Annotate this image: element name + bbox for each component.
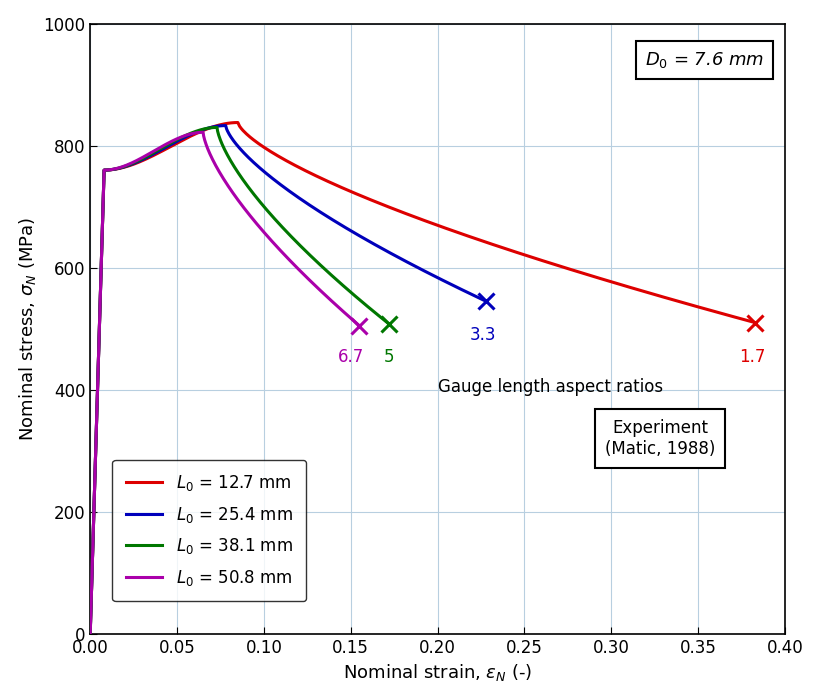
Text: 6.7: 6.7 <box>337 349 364 366</box>
Legend: $L_0$ = 12.7 mm, $L_0$ = 25.4 mm, $L_0$ = 38.1 mm, $L_0$ = 50.8 mm: $L_0$ = 12.7 mm, $L_0$ = 25.4 mm, $L_0$ … <box>112 459 305 601</box>
Text: 3.3: 3.3 <box>469 326 495 344</box>
Text: 1.7: 1.7 <box>738 349 764 366</box>
Text: $D_0$ = 7.6 mm: $D_0$ = 7.6 mm <box>645 50 763 70</box>
Y-axis label: Nominal stress, $\sigma_N$ (MPa): Nominal stress, $\sigma_N$ (MPa) <box>16 217 38 441</box>
X-axis label: Nominal strain, $\varepsilon_N$ (-): Nominal strain, $\varepsilon_N$ (-) <box>342 662 532 683</box>
Text: Experiment
(Matic, 1988): Experiment (Matic, 1988) <box>604 419 714 458</box>
Text: Gauge length aspect ratios: Gauge length aspect ratios <box>437 377 663 395</box>
Text: 5: 5 <box>383 349 394 366</box>
